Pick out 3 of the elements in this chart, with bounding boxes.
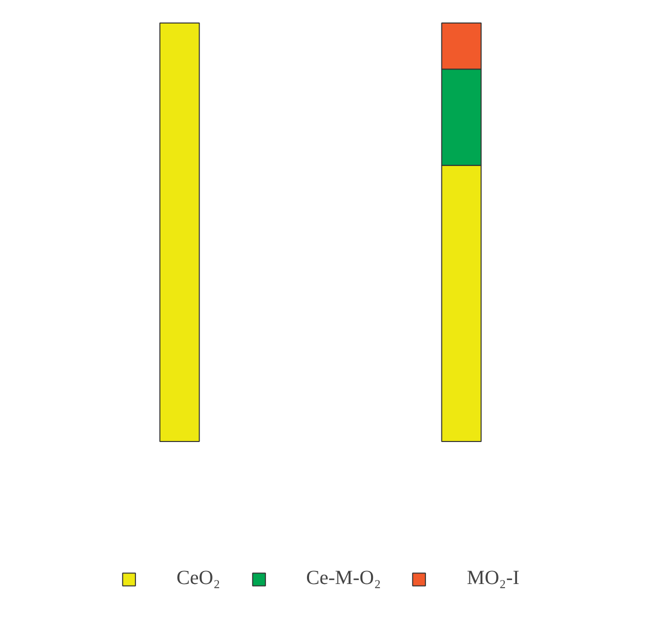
legend-label: CeO₂ [176,567,220,590]
legend-label: MO₂-I [466,567,520,590]
legend-label: Ce-M-O₂ [306,567,381,590]
